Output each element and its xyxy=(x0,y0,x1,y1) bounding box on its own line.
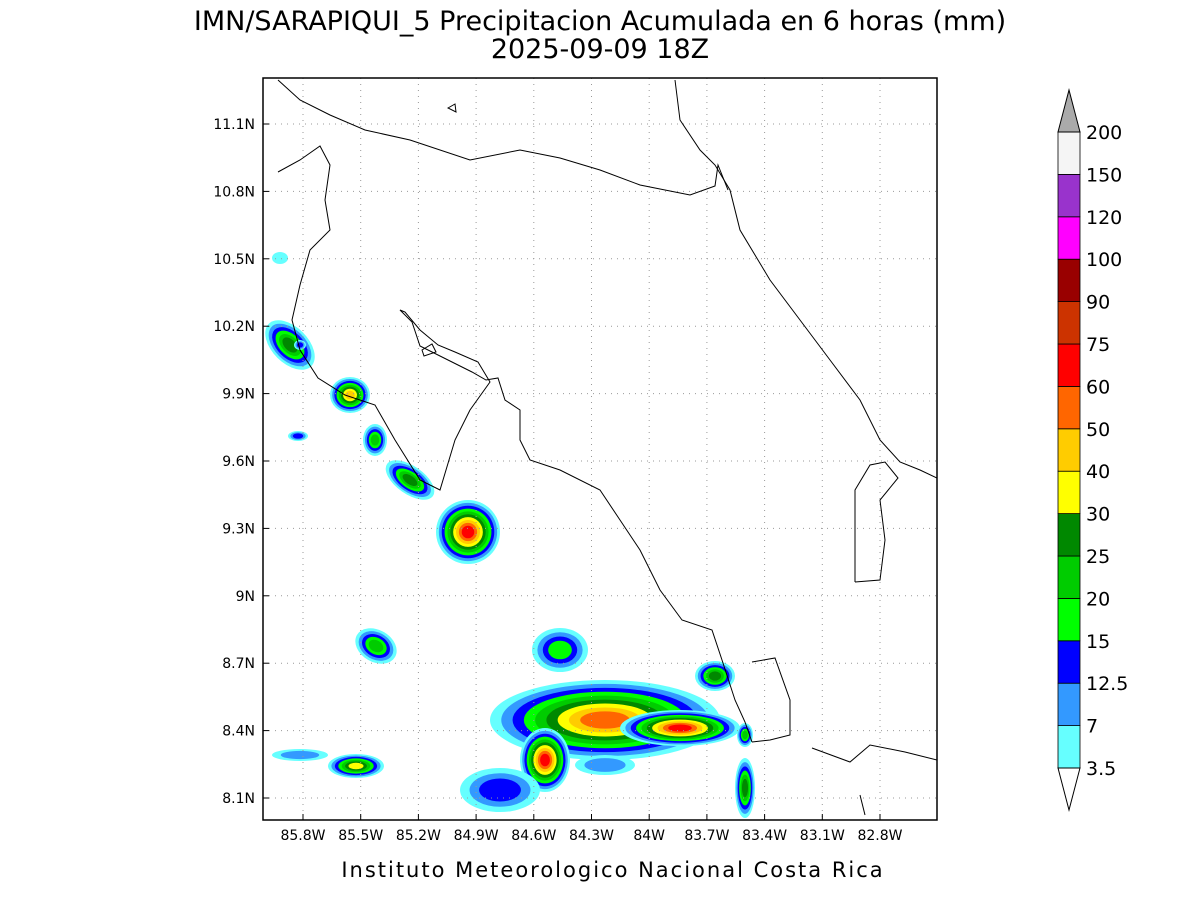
lat-tick-label: 8.7N xyxy=(222,656,255,672)
coastline xyxy=(277,145,753,743)
lat-tick-label: 8.1N xyxy=(222,791,255,807)
grid: 85.8W 85.5W 85.2W 84.9W 84.6W 84.3W 84W 83.7W 83… xyxy=(213,78,937,844)
map-frame xyxy=(262,77,938,821)
lon-tick-label: 85.5W xyxy=(338,828,383,844)
colorbar-label: 30 xyxy=(1086,504,1110,526)
lat-tick-label: 10.5N xyxy=(213,252,255,268)
colorbar-segment xyxy=(1057,343,1081,387)
colorbar-segment xyxy=(1057,725,1081,769)
colorbar-segment xyxy=(1057,470,1081,515)
lat-tick-label: 9.6N xyxy=(222,454,255,470)
precip-area xyxy=(292,433,304,439)
precip-area xyxy=(742,730,748,740)
lat-tick-label: 10.8N xyxy=(213,184,255,200)
colorbar-label: 100 xyxy=(1086,249,1122,271)
colorbar-label: 25 xyxy=(1086,546,1110,568)
precip-area xyxy=(282,337,298,353)
precip-area xyxy=(668,724,692,732)
precip-area xyxy=(402,473,418,487)
coastline xyxy=(751,657,791,743)
colorbar-label: 200 xyxy=(1086,122,1122,144)
lat-tick-label: 9N xyxy=(236,589,255,605)
lon-tick-label: 85.8W xyxy=(280,828,325,844)
colorbar-segment xyxy=(1057,555,1081,599)
colorbar-label: 3.5 xyxy=(1086,758,1116,780)
coastline xyxy=(421,103,937,816)
colorbar-label: 12.5 xyxy=(1086,673,1128,695)
lat-tick-label: 8.4N xyxy=(222,724,255,740)
colorbar-label: 40 xyxy=(1086,461,1110,483)
lon-tick-label: 83.4W xyxy=(742,828,787,844)
lat-tick-label: 11.1N xyxy=(213,117,255,133)
lat-tick-label: 10.2N xyxy=(213,319,255,335)
colorbar-over xyxy=(1057,88,1081,133)
lon-tick-label: 84.6W xyxy=(511,828,556,844)
lon-tick-label: 82.8W xyxy=(857,828,902,844)
title: IMN/SARAPIQUI_5 Precipitacion Acumulada … xyxy=(194,6,1006,37)
colorbar-segment xyxy=(1057,682,1081,727)
lon-tick-label: 84W xyxy=(633,828,665,844)
colorbar-segment xyxy=(1057,428,1081,472)
lon-tick-label: 84.9W xyxy=(454,828,499,844)
colorbar-segment xyxy=(1057,385,1081,430)
precip-area xyxy=(584,758,626,772)
colorbar-label: 20 xyxy=(1086,588,1110,610)
subtitle: 2025-09-09 18Z xyxy=(491,34,709,65)
precipitation xyxy=(265,252,755,818)
precip-area xyxy=(548,640,572,660)
colorbar-label: 15 xyxy=(1086,631,1110,653)
colorbar-label: 60 xyxy=(1086,376,1110,398)
colorbar-segment xyxy=(1057,131,1081,175)
lon-tick-label: 83.7W xyxy=(684,828,729,844)
lon-tick-label: 85.2W xyxy=(396,828,441,844)
colorbar-segment xyxy=(1057,513,1081,557)
colorbar-label: 120 xyxy=(1086,207,1122,229)
colorbar-segment xyxy=(1057,301,1081,345)
coastline xyxy=(854,461,899,583)
colorbar-under xyxy=(1057,767,1081,812)
precip-area xyxy=(708,671,722,681)
lon-tick-label: 84.3W xyxy=(569,828,614,844)
colorbar-segment xyxy=(1057,216,1081,260)
coastline xyxy=(674,79,937,479)
footer: Instituto Meteorologico Nacional Costa R… xyxy=(341,858,884,882)
coastlines xyxy=(277,79,937,816)
colorbar-label: 150 xyxy=(1086,164,1122,186)
colorbar-segment xyxy=(1057,598,1081,642)
colorbar: 3.5 7 12.5 15 20 25 30 40 50 60 75 90 100 120 150 200 xyxy=(1057,88,1128,812)
precip-area xyxy=(348,762,364,770)
precip-area xyxy=(272,252,288,264)
lat-tick-label: 9.3N xyxy=(222,521,255,537)
lat-tick-label: 9.9N xyxy=(222,387,255,403)
lon-tick-label: 83.1W xyxy=(800,828,845,844)
colorbar-label: 7 xyxy=(1086,716,1098,738)
precip-area xyxy=(540,753,550,767)
precip-area xyxy=(370,434,380,446)
colorbar-segment xyxy=(1057,640,1081,684)
precip-area xyxy=(280,750,320,760)
colorbar-segment xyxy=(1057,173,1081,218)
precip-area xyxy=(368,639,384,653)
precip-area xyxy=(741,778,749,798)
coastline xyxy=(277,79,729,196)
precip-area xyxy=(461,525,475,539)
colorbar-label: 75 xyxy=(1086,334,1110,356)
precip-area xyxy=(479,778,521,802)
colorbar-label: 90 xyxy=(1086,292,1110,314)
precip-area xyxy=(580,711,630,729)
colorbar-label: 50 xyxy=(1086,419,1110,441)
colorbar-segment xyxy=(1057,258,1081,303)
